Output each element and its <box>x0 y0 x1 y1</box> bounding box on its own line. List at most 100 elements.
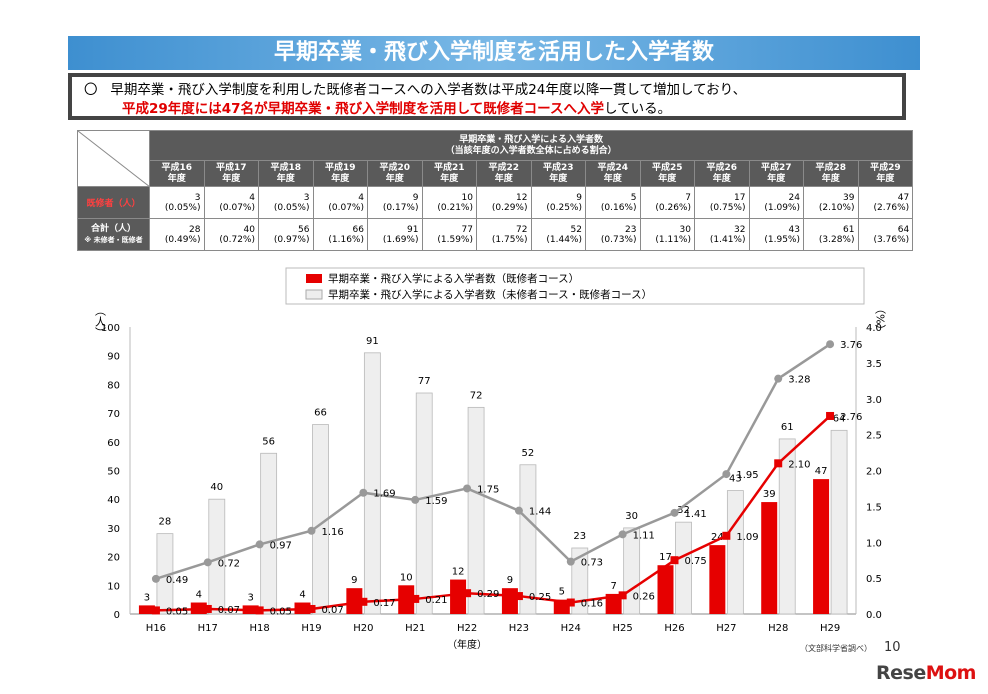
y-tick-left: 100 <box>101 323 120 334</box>
ratio-total-label: 0.97 <box>270 540 292 551</box>
logo-text-a: Rese <box>876 662 926 684</box>
cell-percent: (0.75%) <box>709 202 746 213</box>
table-cell: 28 (0.49%) <box>149 218 205 251</box>
cell-count: 47 <box>897 192 910 203</box>
table-cell: 3 (0.05%) <box>258 186 314 219</box>
ratio-kishu-label: 0.21 <box>425 595 447 606</box>
cell-percent: (1.41%) <box>709 234 746 245</box>
bar-label-total: 32 <box>677 505 690 516</box>
y-tick-left: 50 <box>107 467 120 478</box>
cell-count: 72 <box>516 224 528 235</box>
bar-total <box>467 406 485 615</box>
bar-total <box>363 352 381 615</box>
ratio-total-point <box>670 508 679 517</box>
x-tick: H21 <box>405 623 425 634</box>
year-header-era: 平成20 <box>379 162 411 173</box>
ratio-total-point <box>566 557 575 566</box>
y-tick-left: 10 <box>107 581 120 592</box>
y-axis-label-left: （人） <box>94 305 107 338</box>
cell-count: 4 <box>358 192 364 203</box>
bar-label-total: 66 <box>314 408 327 419</box>
year-header: 平成26 年度 <box>694 160 750 187</box>
x-tick: H29 <box>820 623 840 634</box>
table-cell: 32 (1.41%) <box>694 218 750 251</box>
cell-count: 40 <box>243 224 255 235</box>
table-cell: 56 (0.97%) <box>258 218 314 251</box>
cell-count: 32 <box>734 224 746 235</box>
cell-count: 7 <box>685 192 691 203</box>
summary-line-1: 〇 早期卒業・飛び入学制度を利用した既修者コースへの入学者数は平成24年度以降一… <box>84 81 890 100</box>
year-header-suffix: 年度 <box>276 173 295 184</box>
year-header-suffix: 年度 <box>331 173 350 184</box>
ratio-total-label: 1.95 <box>736 470 758 481</box>
bar-label-kishu: 5 <box>559 587 565 598</box>
ratio-total-label: 0.49 <box>166 575 188 586</box>
x-tick: H28 <box>768 623 788 634</box>
ratio-kishu-label: 2.76 <box>840 412 862 423</box>
table-cell: 61 (3.28%) <box>803 218 859 251</box>
table-cell: 12 (0.29%) <box>476 186 532 219</box>
row-label-kishu: 既修者（人） <box>77 186 150 219</box>
x-tick: H26 <box>664 623 684 634</box>
year-header-suffix: 年度 <box>821 173 840 184</box>
bar-label-kishu: 12 <box>452 567 465 578</box>
x-tick: H23 <box>509 623 529 634</box>
cell-count: 4 <box>249 192 255 203</box>
x-tick: H18 <box>250 623 270 634</box>
y-tick-left: 70 <box>107 409 120 420</box>
ratio-total-label: 3.76 <box>840 340 862 351</box>
bar-kishu <box>761 502 778 614</box>
ratio-kishu-point <box>411 594 420 603</box>
x-tick: H16 <box>146 623 166 634</box>
cell-percent: (0.49%) <box>164 234 201 245</box>
ratio-total-point <box>826 340 835 349</box>
cell-count: 52 <box>570 224 582 235</box>
bar-kishu <box>450 579 467 614</box>
bar-label-kishu: 3 <box>247 592 253 603</box>
bar-label-kishu: 10 <box>400 572 413 583</box>
bar-label-kishu: 24 <box>711 532 724 543</box>
cell-percent: (1.95%) <box>764 234 800 245</box>
year-header-suffix: 年度 <box>222 173 241 184</box>
row-label-total-text: 合計（人） <box>90 223 136 234</box>
logo: ReseMom <box>876 662 976 684</box>
legend-swatch-red <box>306 274 322 283</box>
table-cell: 77 (1.59%) <box>421 218 477 251</box>
ratio-kishu-point <box>514 592 523 601</box>
x-tick: H24 <box>561 623 581 634</box>
cell-count: 23 <box>625 224 637 235</box>
bar-label-total: 61 <box>781 422 794 433</box>
logo-text-b: Mom <box>925 662 977 684</box>
bar-label-kishu: 9 <box>507 575 513 586</box>
bar-label-total: 52 <box>522 448 535 459</box>
y-tick-left: 90 <box>107 352 120 363</box>
year-header-suffix: 年度 <box>494 173 513 184</box>
bar-label-total: 91 <box>366 336 379 347</box>
legend-swatch-gray <box>305 289 323 300</box>
bar-kishu <box>501 588 518 614</box>
cell-percent: (2.10%) <box>818 202 855 213</box>
y-axis-label-right: （%） <box>874 303 887 335</box>
bar-label-total: 72 <box>470 390 483 401</box>
year-header-era: 平成23 <box>542 162 574 173</box>
summary-line-2: 平成29年度には47名が早期卒業・飛び入学制度を活用して既修者コースへ入学してい… <box>84 100 890 119</box>
page-number: 10 <box>884 640 901 655</box>
bar-label-kishu: 39 <box>763 489 776 500</box>
cell-count: 3 <box>303 192 310 203</box>
table-header: 早期卒業・飛び入学による入学者数 （当該年度の入学者数全体に占める割合） <box>148 130 914 161</box>
ratio-kishu-point <box>359 597 368 606</box>
y-tick-right: 3.5 <box>866 359 882 370</box>
year-header: 平成28 年度 <box>803 160 859 187</box>
ratio-total-label: 1.59 <box>425 496 447 507</box>
cell-count: 9 <box>412 192 419 203</box>
ratio-total-point <box>151 574 160 583</box>
year-header: 平成27 年度 <box>748 160 804 187</box>
bar-label-total: 23 <box>573 531 586 542</box>
cell-count: 39 <box>843 192 855 203</box>
year-header: 平成29 年度 <box>857 160 914 187</box>
y-tick-right: 1.0 <box>866 538 882 549</box>
ratio-total-label: 1.69 <box>373 489 395 500</box>
year-header-era: 平成29 <box>870 162 901 173</box>
ratio-kishu-label: 0.05 <box>166 606 188 617</box>
table-cell: 23 (0.73%) <box>585 218 641 251</box>
